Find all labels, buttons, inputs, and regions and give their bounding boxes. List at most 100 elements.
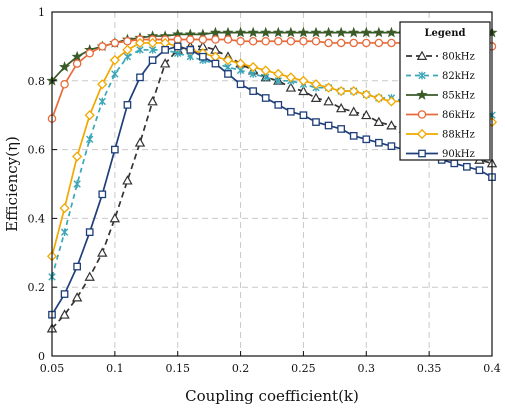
data-point — [147, 96, 158, 106]
legend-marker — [418, 71, 426, 80]
data-point — [312, 118, 320, 126]
legend-item-82kHz: 82kHz — [406, 71, 475, 82]
plot-frame — [51, 11, 493, 357]
data-point — [236, 80, 245, 89]
data-point — [386, 120, 397, 130]
data-point — [272, 26, 284, 38]
x-tick-label: 0.4 — [483, 362, 501, 375]
data-point — [60, 290, 69, 298]
data-point — [348, 86, 359, 97]
data-point — [385, 26, 397, 38]
x-axis-title: Coupling coefficient(k) — [185, 387, 359, 405]
data-point — [224, 70, 232, 78]
data-point — [222, 26, 234, 38]
legend-label: 88kHz — [442, 130, 475, 141]
data-point — [274, 101, 283, 109]
data-point — [362, 135, 371, 144]
data-point — [373, 116, 385, 127]
x-tick-label: 0.35 — [417, 362, 442, 375]
data-point — [286, 36, 296, 46]
data-point — [310, 26, 322, 38]
legend-box — [399, 21, 491, 161]
y-tick-label: 1 — [38, 6, 45, 19]
data-point — [361, 109, 372, 120]
y-tick-label: 0 — [38, 350, 45, 363]
data-point — [285, 26, 297, 38]
data-point — [186, 35, 195, 44]
data-point — [122, 44, 133, 55]
data-point — [97, 247, 108, 257]
data-point — [148, 56, 157, 65]
x-tick-label: 0.3 — [358, 362, 376, 375]
data-point — [374, 38, 384, 48]
data-point — [323, 82, 334, 93]
data-point — [285, 82, 297, 92]
data-point — [123, 36, 132, 46]
legend-item-86kHz: 86kHz — [406, 110, 475, 121]
data-point — [349, 38, 358, 48]
data-point — [335, 26, 347, 38]
legend-item-90kHz: 90kHz — [406, 149, 475, 160]
data-point — [299, 111, 308, 120]
data-point — [463, 162, 471, 171]
data-point — [310, 92, 322, 102]
data-point — [323, 96, 334, 106]
legend-item-80kHz: 80kHz — [406, 50, 475, 63]
data-point — [159, 58, 171, 68]
data-point — [450, 159, 459, 168]
legend: Legend 80kHz 82kHz 85kHz 86kHz 88kHz 90kHz — [399, 21, 491, 161]
data-point — [173, 42, 182, 51]
data-point — [373, 26, 385, 38]
x-tick-label: 0.15 — [165, 362, 190, 375]
data-point — [273, 68, 284, 80]
data-point — [122, 175, 133, 185]
tick-layer: 0.05 0.1 0.15 0.2 0.25 0.3 0.35 0.4 0 0.2 0.4 0.6 0.… — [28, 6, 501, 375]
data-point — [134, 137, 146, 147]
legend-label: 86kHz — [442, 110, 475, 121]
data-point — [287, 107, 295, 116]
data-point — [72, 151, 83, 162]
data-point — [85, 49, 94, 58]
data-point — [387, 38, 396, 48]
y-tick-label: 0.4 — [28, 212, 46, 225]
x-tick-label: 0.25 — [291, 362, 316, 375]
data-point — [249, 87, 257, 95]
data-point — [161, 45, 169, 54]
data-point — [324, 121, 333, 130]
data-point — [59, 61, 71, 72]
legend-label: 90kHz — [442, 149, 475, 160]
data-point — [72, 59, 82, 68]
data-point — [298, 85, 309, 96]
data-point — [248, 61, 259, 73]
data-point — [323, 26, 335, 38]
data-point — [136, 73, 144, 82]
data-point — [109, 212, 121, 223]
data-point — [111, 70, 119, 78]
x-tick-label: 0.2 — [232, 362, 250, 375]
data-point — [260, 26, 272, 38]
data-point — [337, 125, 345, 133]
data-point — [211, 59, 220, 68]
data-point — [235, 26, 247, 38]
data-point — [235, 58, 246, 69]
data-point — [475, 166, 484, 175]
legend-marker — [418, 149, 426, 158]
data-point — [60, 79, 69, 89]
data-point — [373, 92, 384, 104]
data-point — [311, 36, 321, 46]
data-point — [71, 292, 83, 302]
data-point — [84, 110, 95, 121]
data-point — [199, 52, 207, 61]
data-point — [375, 138, 383, 147]
data-point — [324, 38, 333, 48]
data-point — [85, 228, 94, 237]
data-point — [111, 145, 119, 154]
legend-label: 80kHz — [442, 52, 475, 63]
data-point — [71, 50, 83, 62]
legend-title: Legend — [424, 28, 465, 39]
data-point — [348, 26, 360, 38]
data-point — [147, 37, 158, 49]
data-point — [223, 35, 233, 44]
